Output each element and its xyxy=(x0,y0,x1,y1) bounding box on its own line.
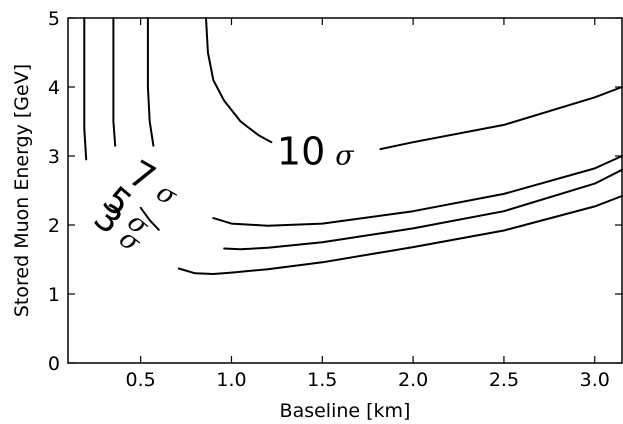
y-axis-title: Stored Muon Energy [GeV] xyxy=(11,64,33,317)
contour-3-sigma-line xyxy=(83,17,88,161)
sigma-symbol: σ xyxy=(335,140,355,171)
contour-10-sigma-line xyxy=(205,17,273,144)
x-tick-label: 1.0 xyxy=(216,369,246,391)
x-tick-label: 0.5 xyxy=(126,369,156,391)
contour-7-sigma-line xyxy=(146,17,155,147)
x-tick-label: 3.0 xyxy=(580,369,610,391)
plot-frame xyxy=(67,17,623,364)
y-tick-label: 3 xyxy=(48,146,60,168)
contour-7-sigma-line xyxy=(212,155,623,227)
y-tick-label: 5 xyxy=(48,8,60,30)
y-tick-label: 2 xyxy=(48,215,60,237)
contour-3-sigma-line xyxy=(177,195,623,275)
contour-5-sigma-line xyxy=(139,206,160,231)
y-tick-label: 1 xyxy=(48,284,60,306)
contour-7-sigma-label: 7σ xyxy=(122,153,187,214)
x-tick-label: 2.5 xyxy=(489,369,519,391)
contour-5-sigma-line xyxy=(112,17,117,147)
ticks-layer: 0.5 1.0 1.5 2.0 2.5 3.0 0 1 2 3 4 5 xyxy=(48,8,622,391)
contour-10-sigma-line xyxy=(379,86,623,151)
y-tick-label: 4 xyxy=(48,77,60,99)
contour-10-sigma-label: 10 σ xyxy=(277,129,355,173)
x-tick-label: 1.5 xyxy=(307,369,337,391)
contour-level-number: 10 xyxy=(277,129,325,173)
y-tick-label: 0 xyxy=(48,353,60,375)
x-axis-title: Baseline [km] xyxy=(280,400,411,422)
contour-5-sigma-line xyxy=(223,168,623,251)
contours-layer xyxy=(83,17,623,275)
sigma-symbol: σ xyxy=(151,177,182,212)
x-tick-label: 2.0 xyxy=(398,369,428,391)
